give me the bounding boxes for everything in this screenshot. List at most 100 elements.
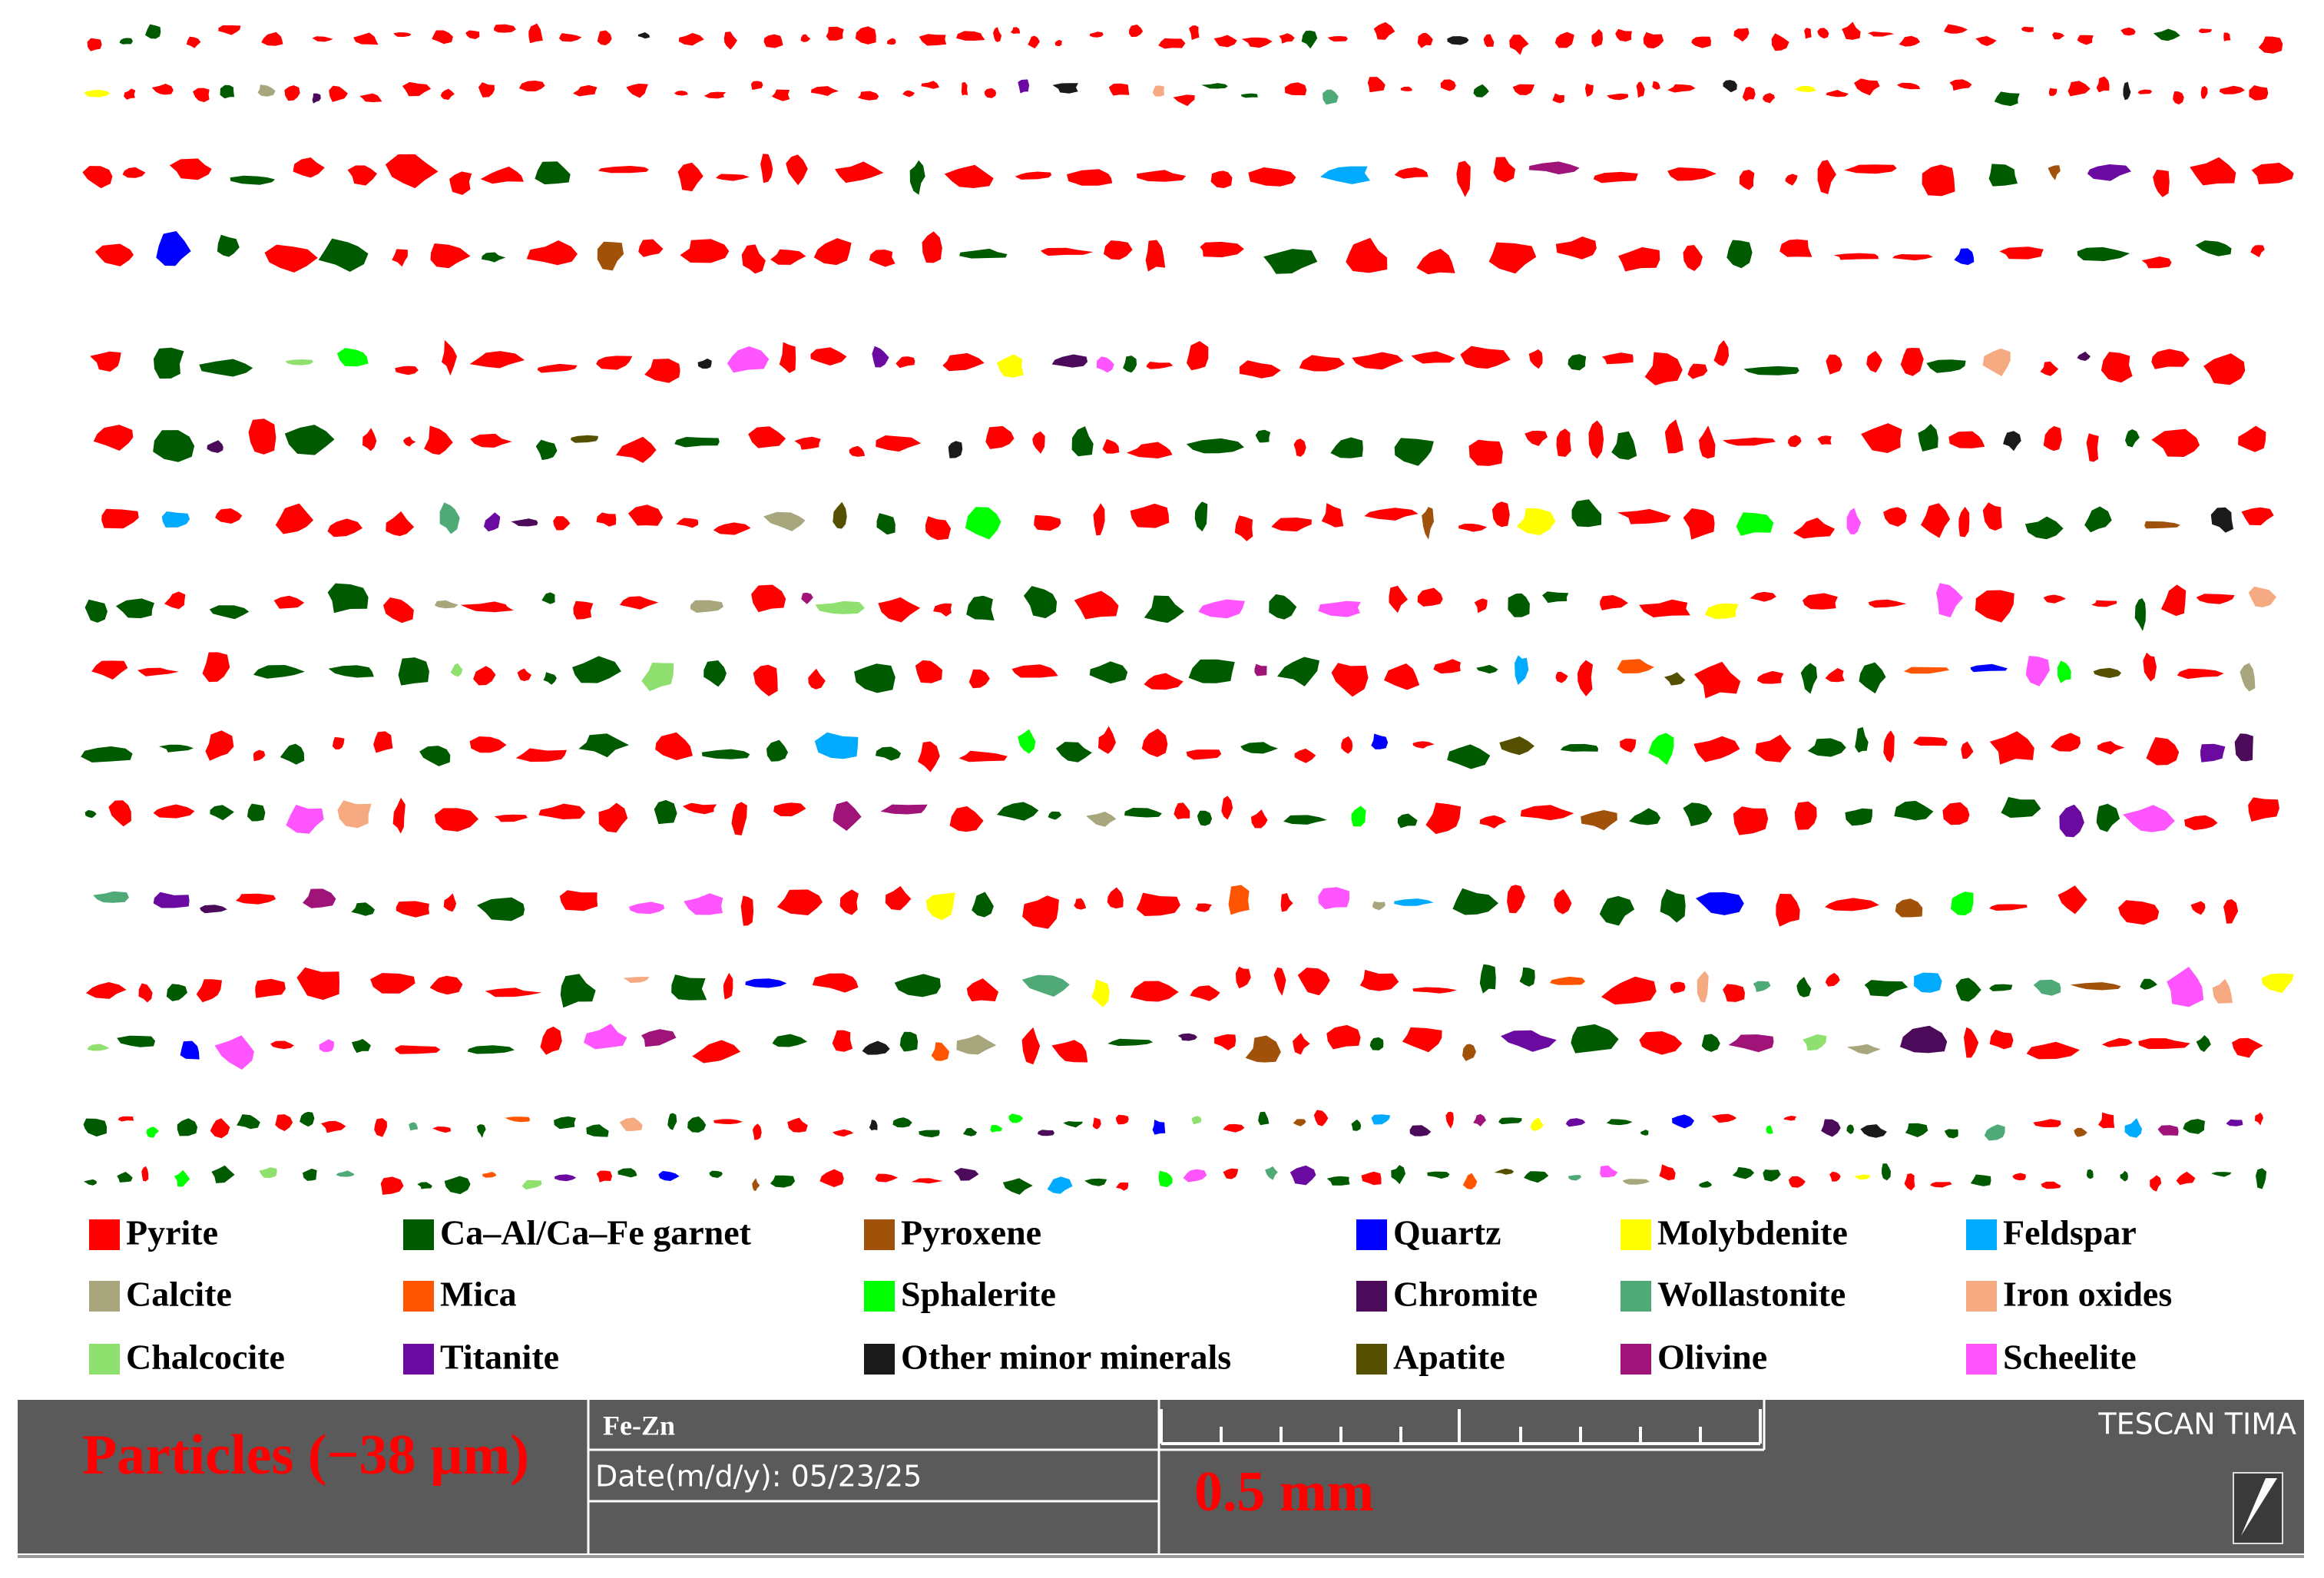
particle — [1351, 806, 1366, 827]
particle — [1051, 1040, 1088, 1063]
legend-label: Wollastonite — [1657, 1275, 1846, 1314]
particle — [218, 25, 241, 35]
particle — [1672, 1114, 1694, 1129]
particle — [993, 27, 1002, 42]
particle — [1499, 736, 1534, 756]
particle — [482, 1172, 497, 1178]
particle — [2141, 256, 2172, 269]
date: Date(m/d/y): 05/23/25 — [595, 1460, 922, 1494]
particle — [1970, 663, 2008, 673]
legend-label: Chalcocite — [126, 1338, 285, 1377]
particle — [1555, 671, 1568, 683]
particle — [1412, 741, 1435, 749]
particle — [961, 81, 968, 96]
particle — [2096, 803, 2120, 832]
legend-label: Feldspar — [2003, 1213, 2137, 1252]
particle — [1394, 898, 1434, 906]
particle — [1944, 24, 1968, 34]
particle — [108, 800, 131, 827]
particle — [1699, 1181, 1713, 1188]
particle — [1742, 87, 1756, 101]
particle — [118, 1116, 134, 1122]
particle — [911, 1178, 943, 1184]
legend: Pyrite Ca–Al/Ca–Fe garnet Pyroxene Quartz Mo… — [89, 1213, 2172, 1377]
scale-bar — [1160, 1409, 1762, 1445]
particle — [336, 1170, 355, 1177]
particle — [713, 522, 751, 535]
particle — [701, 749, 750, 759]
particle — [966, 978, 999, 1002]
particle — [1417, 587, 1443, 607]
legend-swatch — [1356, 1281, 1387, 1312]
particle — [1447, 744, 1491, 769]
particle — [1210, 170, 1233, 188]
legend-label: Quartz — [1393, 1213, 1501, 1252]
particle — [2123, 805, 2175, 832]
particle — [1800, 663, 1818, 694]
particle — [193, 88, 210, 103]
particle — [122, 167, 146, 178]
particle — [1452, 888, 1498, 915]
particle — [1644, 352, 1683, 385]
particle — [752, 1178, 760, 1192]
particle — [598, 802, 628, 833]
particle — [1552, 93, 1564, 104]
particle — [1643, 31, 1664, 49]
particle — [1130, 981, 1179, 1002]
particle — [402, 81, 432, 97]
particle — [1191, 1116, 1202, 1125]
particle — [2258, 36, 2283, 54]
brand-logo — [2233, 1472, 2283, 1544]
particle — [1476, 664, 1498, 674]
particle — [584, 1024, 627, 1050]
particle — [303, 1168, 317, 1181]
particle — [1601, 976, 1657, 1005]
particle — [2051, 733, 2081, 752]
particle — [1855, 726, 1869, 753]
particle — [878, 597, 921, 623]
particle — [2143, 652, 2157, 682]
particle — [1283, 815, 1327, 825]
particle — [1970, 1174, 1991, 1186]
particle — [214, 1035, 254, 1070]
particle — [1460, 346, 1511, 369]
particle — [273, 595, 305, 609]
particle — [91, 660, 128, 680]
particle — [1936, 583, 1963, 618]
particle — [1371, 733, 1389, 749]
particle — [1194, 501, 1208, 532]
sample-name: Fe-Zn — [603, 1410, 675, 1441]
particle — [1047, 1176, 1073, 1194]
particle — [429, 975, 463, 995]
particle — [1223, 1123, 1245, 1133]
particle — [2167, 967, 2204, 1007]
particle — [2001, 796, 2041, 818]
particle — [1984, 1124, 2005, 1141]
particle — [526, 240, 578, 266]
particle — [1723, 80, 1737, 93]
particle — [1949, 79, 1972, 91]
particle — [1961, 741, 1974, 759]
particle — [1854, 78, 1880, 96]
particle — [598, 166, 649, 174]
particle — [1629, 808, 1661, 825]
particle — [554, 1174, 577, 1182]
particle — [1200, 241, 1244, 258]
particle — [386, 511, 415, 537]
particle — [84, 89, 111, 98]
particle — [2151, 349, 2190, 369]
legend-swatch — [1356, 1219, 1387, 1250]
particle — [1750, 591, 1776, 602]
particle — [84, 1179, 97, 1186]
particle — [2211, 1172, 2232, 1177]
legend-label: Titanite — [440, 1338, 559, 1377]
particle — [90, 351, 121, 372]
sample-label: Particles (−38 µm) — [82, 1424, 529, 1487]
particle — [1988, 164, 2018, 187]
particle — [1944, 1129, 1958, 1139]
particle — [1318, 887, 1349, 910]
particle — [1239, 360, 1281, 379]
particle — [217, 234, 240, 257]
particle — [819, 1169, 844, 1187]
particle — [1897, 82, 1921, 90]
